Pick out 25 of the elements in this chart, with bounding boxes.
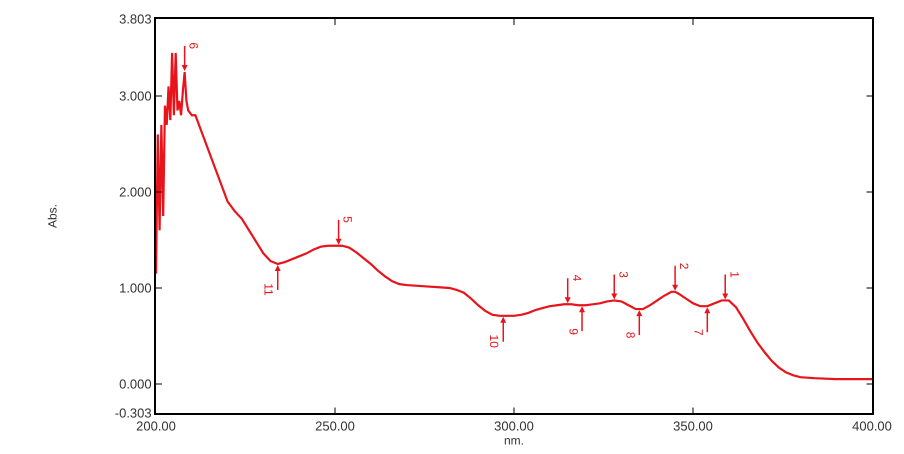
annotation: 10	[487, 334, 502, 348]
x-tick-label: 250.00	[315, 418, 355, 434]
y-axis-title: Abs.	[46, 204, 60, 228]
x-tick-label: 300.00	[494, 418, 534, 434]
x-tick-label: 200.00	[136, 418, 176, 434]
x-tick-label: 400.00	[852, 418, 892, 434]
x-tick-label: 350.00	[673, 418, 713, 434]
annotation: 1	[728, 271, 742, 278]
annotation: 2	[676, 262, 691, 270]
x-axis-title: nm.	[504, 433, 524, 448]
annotation: 4	[570, 274, 584, 282]
y-tick-label: -0.303	[114, 406, 152, 421]
line-series	[156, 52, 872, 380]
y-tick-label: 3.000	[119, 88, 152, 104]
y-tick-label: 1.000	[119, 280, 152, 296]
annotation: 11	[262, 283, 276, 296]
annotation: 3	[616, 271, 631, 278]
annotation: 8	[623, 332, 638, 339]
annotation: 6	[186, 42, 201, 50]
annotation: 9	[566, 328, 580, 336]
y-tick-label: 0.000	[119, 376, 152, 392]
y-tick-label: 3.803	[119, 12, 152, 27]
annotation: 7	[692, 328, 706, 336]
y-tick-label: 2.000	[119, 184, 152, 200]
annotation: 5	[340, 216, 354, 224]
